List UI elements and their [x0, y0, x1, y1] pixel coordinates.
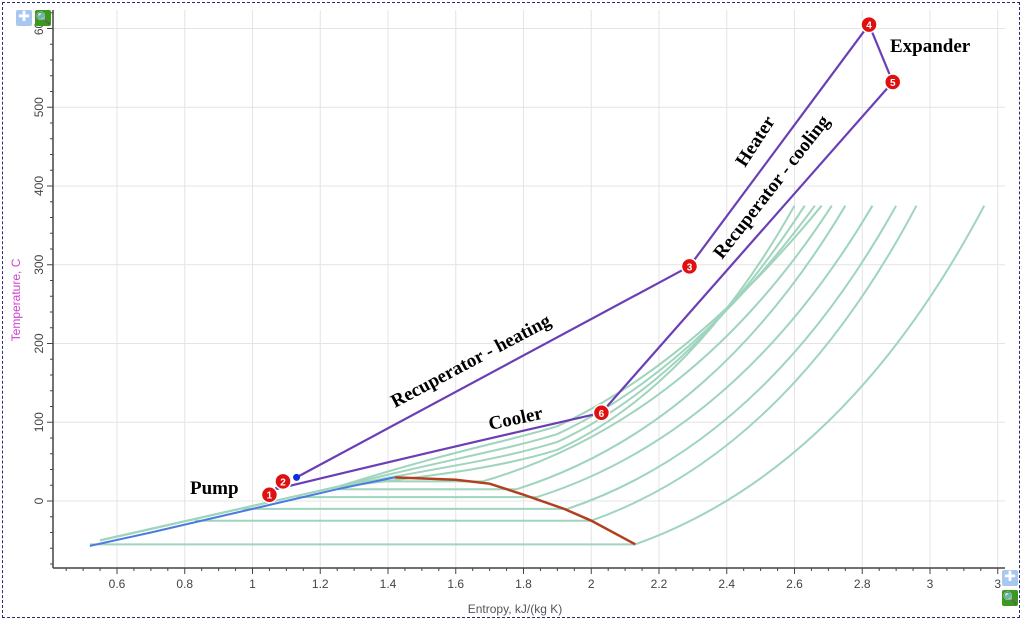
isobar-line	[89, 205, 986, 546]
isobar-line	[99, 205, 796, 542]
state-marker-4	[860, 15, 878, 34]
zoom-button-bottom[interactable]: 🔍	[1002, 590, 1018, 606]
y-tick-label: 0	[32, 497, 46, 504]
state-marker-label: 1	[267, 491, 273, 502]
state-marker-1	[260, 485, 279, 504]
recuperator-cooling-line	[600, 81, 894, 414]
process-label: Pump	[190, 478, 239, 499]
x-tick-label: 2.6	[786, 577, 803, 591]
isobar-line	[99, 205, 823, 542]
x-tick-label: 0.8	[176, 577, 193, 591]
isobar-line	[242, 205, 897, 510]
x-tick-label: 2	[588, 577, 595, 591]
process-label: Expander	[890, 36, 971, 57]
x-tick-label: 1	[249, 577, 256, 591]
y-tick-label: 300	[32, 254, 46, 274]
x-tick-label: 2.8	[854, 577, 871, 591]
x-tick-label: 0.6	[109, 577, 126, 591]
x-axis-label: Entropy, kJ/(kg K)	[468, 602, 562, 616]
zoom-button[interactable]: 🔍	[35, 10, 51, 26]
x-tick-label: 1.8	[515, 577, 532, 591]
saturated-liquid-line	[89, 476, 395, 547]
state-marker-3	[680, 257, 699, 276]
state-point-dot	[293, 473, 301, 481]
state-marker-label: 6	[599, 409, 605, 420]
state-marker-label: 4	[866, 21, 872, 32]
cooler-line	[272, 411, 602, 492]
y-tick-label: 100	[32, 412, 46, 432]
process-label: Cooler	[487, 403, 546, 435]
pan-button[interactable]: ✚	[16, 10, 32, 26]
state-marker-2	[274, 472, 292, 491]
x-tick-label: 3	[927, 577, 934, 591]
y-tick-label: 500	[32, 97, 46, 117]
saturated-vapor-line	[394, 476, 636, 546]
process-label: Heater	[732, 112, 780, 171]
x-tick-label: 1.2	[312, 577, 329, 591]
state-marker-label: 3	[687, 262, 693, 273]
x-tick-label: 3	[994, 577, 1001, 591]
isobar-line	[337, 205, 847, 491]
y-axis-label: Temperature, C	[9, 258, 23, 341]
process-label: Recuperator - heating	[387, 310, 554, 412]
y-tick-label: 400	[32, 176, 46, 196]
x-tick-label: 1.6	[447, 577, 464, 591]
expander-line	[868, 24, 894, 83]
state-marker-6	[592, 404, 611, 422]
pan-button-bottom[interactable]: ✚	[1002, 570, 1018, 586]
heater-line	[688, 23, 870, 267]
x-tick-label: 2.2	[651, 577, 668, 591]
state-marker-5	[883, 73, 902, 91]
x-tick-label: 1.4	[380, 577, 397, 591]
y-tick-label: 200	[32, 333, 46, 353]
state-marker-label: 2	[280, 477, 286, 488]
isobar-line	[374, 205, 833, 483]
isobar-line	[194, 205, 918, 522]
isobar-line	[296, 205, 874, 499]
recuperator-heating-line	[296, 265, 691, 479]
x-tick-label: 2.4	[718, 577, 735, 591]
state-marker-label: 5	[890, 78, 896, 89]
